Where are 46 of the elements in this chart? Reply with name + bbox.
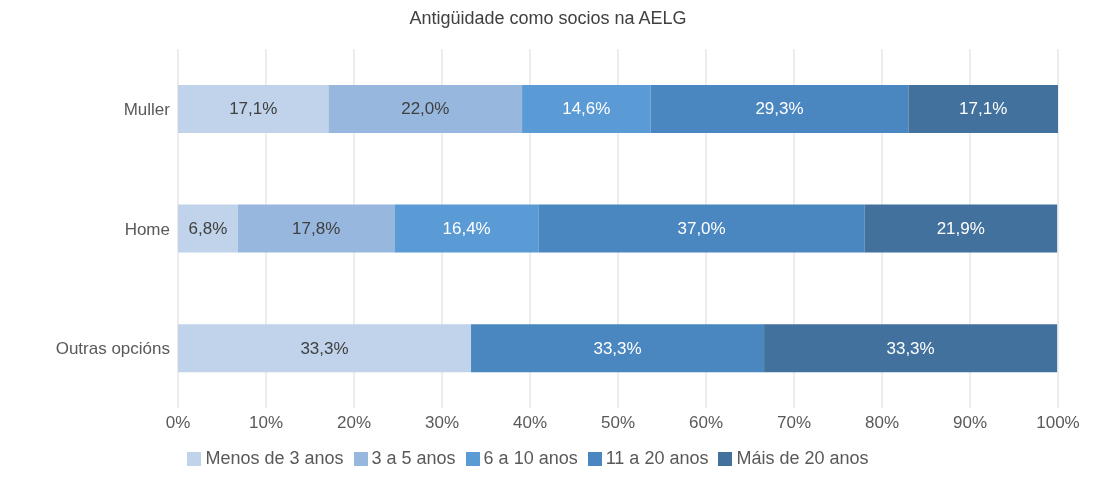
y-tick-label: Muller (123, 99, 171, 119)
bar (764, 324, 1058, 373)
bar (178, 204, 238, 253)
bar (538, 204, 865, 253)
data-label: 33,3% (593, 338, 642, 358)
data-label: 37,0% (677, 219, 726, 239)
bar (908, 84, 1058, 133)
legend-label: Menos de 3 anos (205, 448, 344, 468)
x-tick-label: 40% (512, 413, 548, 433)
data-label: 17,1% (229, 99, 278, 119)
data-label: 29,3% (755, 99, 804, 119)
data-label: 21,9% (936, 219, 985, 239)
data-label: 33,3% (886, 338, 935, 358)
bar (522, 84, 651, 133)
bar (178, 324, 472, 373)
legend-label: Máis de 20 anos (736, 448, 869, 468)
data-label: 6,8% (188, 219, 228, 239)
x-tick-label: 70% (776, 413, 812, 433)
chart-title: Antigüidade como socios na AELG (408, 8, 688, 29)
data-label: 33,3% (300, 338, 349, 358)
bar (237, 204, 395, 253)
y-tick-label: Outras opcións (55, 339, 170, 359)
bar (864, 204, 1058, 253)
data-label: 16,4% (442, 219, 491, 239)
x-tick-label: 0% (165, 413, 191, 433)
bar (178, 84, 329, 133)
x-tick-label: 30% (424, 413, 460, 433)
bar (394, 204, 539, 253)
x-tick-label: 20% (336, 413, 372, 433)
data-label: 17,8% (292, 219, 341, 239)
bar (471, 324, 765, 373)
x-tick-label: 90% (952, 413, 988, 433)
data-label: 17,1% (959, 99, 1008, 119)
data-label: 14,6% (562, 99, 611, 119)
x-tick-label: 80% (864, 413, 900, 433)
bar (328, 84, 523, 133)
x-tick-label: 60% (688, 413, 724, 433)
legend-label: 3 a 5 anos (371, 448, 456, 468)
legend-label: 11 a 20 anos (605, 448, 709, 468)
legend-label: 6 a 10 anos (483, 448, 578, 468)
y-tick-label: Home (124, 219, 170, 239)
bar (650, 84, 909, 133)
x-tick-label: 100% (1036, 413, 1080, 433)
x-tick-label: 10% (248, 413, 284, 433)
x-tick-label: 50% (600, 413, 636, 433)
data-label: 22,0% (401, 99, 450, 119)
